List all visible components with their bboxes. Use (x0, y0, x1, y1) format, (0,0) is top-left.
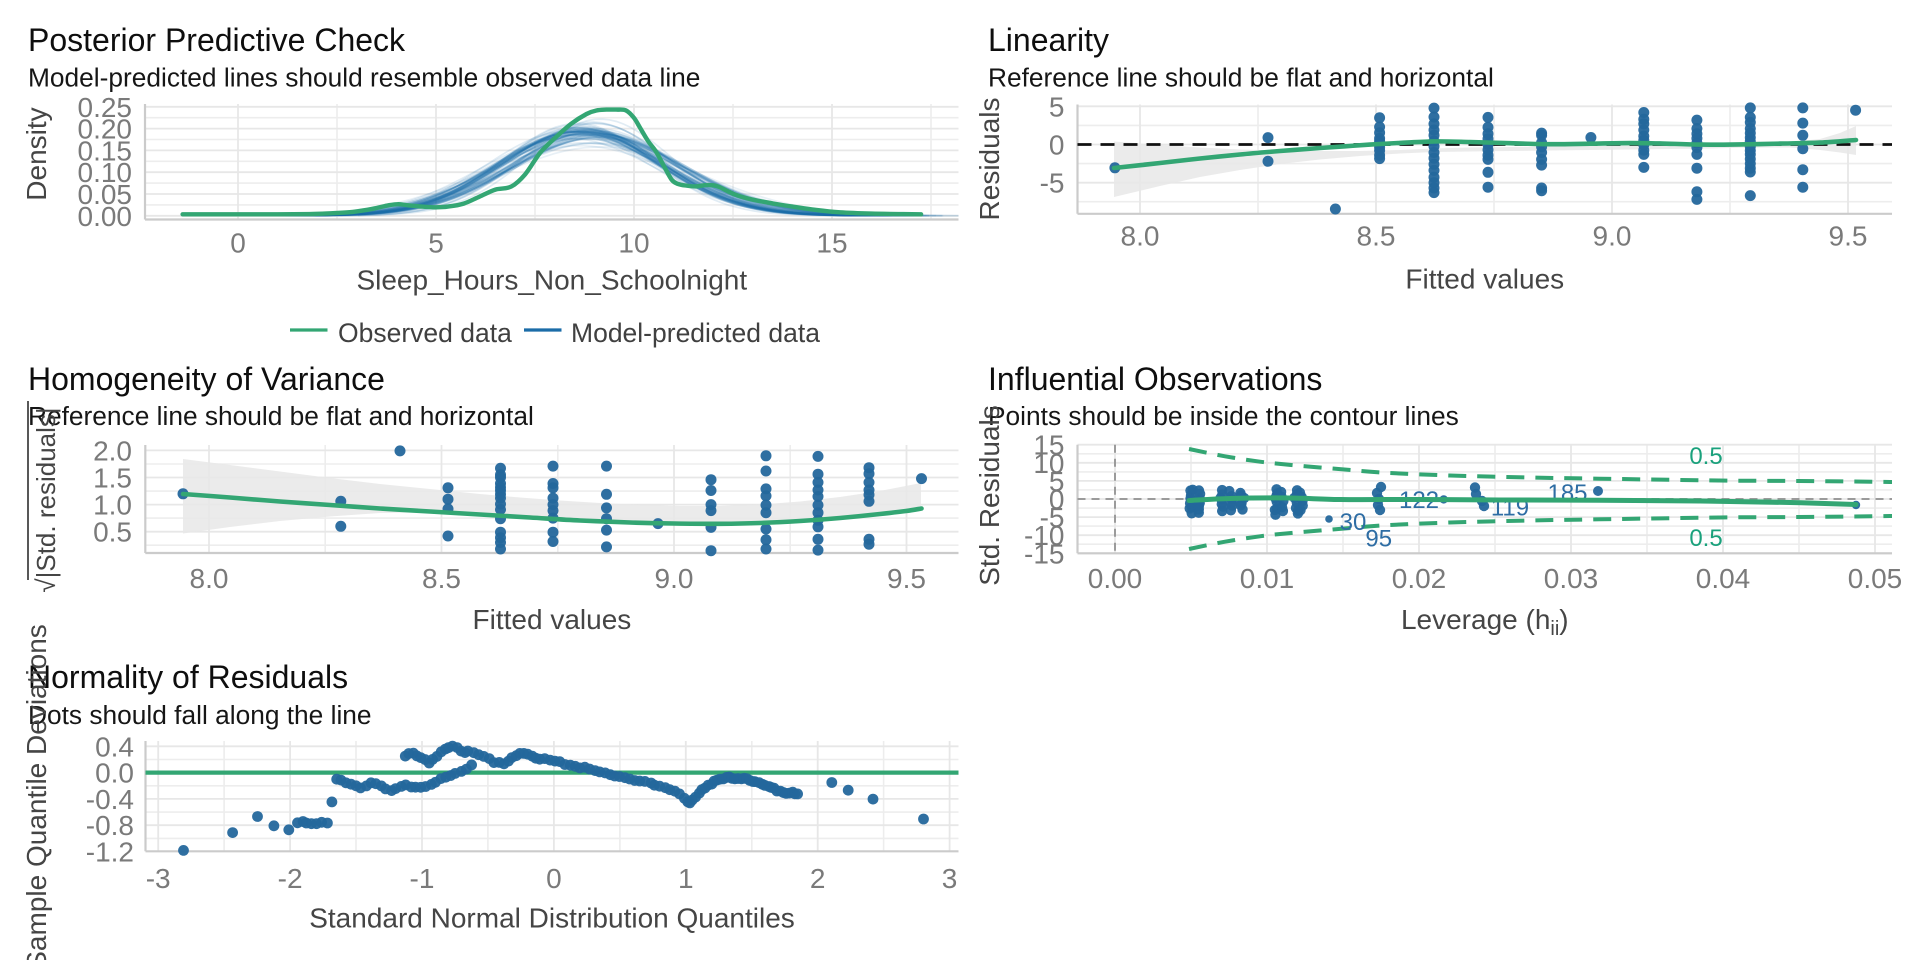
svg-text:Sleep_Hours_Non_Schoolnight: Sleep_Hours_Non_Schoolnight (356, 265, 747, 296)
svg-text:-15: -15 (1024, 538, 1064, 569)
svg-text:0.5: 0.5 (1689, 525, 1722, 552)
svg-text:9.0: 9.0 (655, 563, 694, 594)
svg-text:0: 0 (1049, 130, 1065, 161)
svg-text:10: 10 (618, 228, 649, 259)
svg-text:-3: -3 (146, 863, 171, 894)
svg-text:185: 185 (1547, 480, 1587, 507)
svg-text:0.5: 0.5 (93, 517, 132, 548)
svg-text:0.0: 0.0 (95, 758, 134, 789)
svg-text:30: 30 (1340, 509, 1367, 536)
svg-text:Fitted values: Fitted values (473, 604, 632, 635)
svg-text:-10: -10 (1024, 520, 1064, 551)
svg-text:15: 15 (1033, 430, 1064, 461)
svg-text:Posterior Predictive Check: Posterior Predictive Check (28, 22, 406, 58)
svg-text:-0.8: -0.8 (86, 810, 134, 841)
svg-text:Reference line should be flat: Reference line should be flat and horizo… (988, 63, 1494, 93)
svg-text:0.20: 0.20 (78, 114, 133, 145)
svg-text:15: 15 (816, 228, 847, 259)
svg-text:0: 0 (1049, 484, 1065, 515)
svg-text:2.0: 2.0 (93, 435, 132, 466)
svg-text:3: 3 (942, 863, 958, 894)
svg-text:1: 1 (678, 863, 694, 894)
svg-text:Points should be inside the co: Points should be inside the contour line… (988, 401, 1459, 431)
svg-text:10: 10 (1033, 448, 1064, 479)
svg-text:0.01: 0.01 (1240, 563, 1295, 594)
svg-text:Reference line should be flat: Reference line should be flat and horizo… (28, 401, 534, 431)
svg-text:Observed data: Observed data (338, 318, 512, 348)
svg-text:-5: -5 (1040, 168, 1065, 199)
svg-text:1.0: 1.0 (93, 490, 132, 521)
svg-text:9.5: 9.5 (1829, 221, 1868, 252)
svg-text:Sample Quantile Deviations: Sample Quantile Deviations (21, 624, 52, 960)
svg-text:8.0: 8.0 (190, 563, 229, 594)
svg-text:5: 5 (1049, 91, 1065, 122)
svg-text:Homogeneity of Variance: Homogeneity of Variance (28, 361, 385, 397)
svg-text:Density: Density (21, 107, 52, 200)
svg-text:0.05: 0.05 (78, 179, 133, 210)
svg-text:0.00: 0.00 (78, 201, 133, 232)
svg-text:0.03: 0.03 (1544, 563, 1599, 594)
svg-text:0.10: 0.10 (78, 157, 133, 188)
svg-text:9.0: 9.0 (1593, 221, 1632, 252)
svg-text:-1.2: -1.2 (86, 837, 134, 868)
svg-text:0: 0 (546, 863, 562, 894)
svg-text:0.02: 0.02 (1392, 563, 1447, 594)
svg-text:-5: -5 (1040, 502, 1065, 533)
svg-text:0.5: 0.5 (1689, 443, 1722, 470)
svg-text:0.00: 0.00 (1088, 563, 1143, 594)
svg-text:Dots should fall along the lin: Dots should fall along the line (28, 700, 372, 730)
svg-text:-1: -1 (410, 863, 435, 894)
svg-text:Leverage (hii): Leverage (hii) (1401, 604, 1569, 640)
svg-text:Standard Normal Distribution Q: Standard Normal Distribution Quantiles (309, 903, 795, 934)
svg-text:0.05: 0.05 (1848, 563, 1903, 594)
svg-text:√|Std. residuals|: √|Std. residuals| (31, 407, 61, 592)
svg-text:9.5: 9.5 (887, 563, 926, 594)
svg-text:0.04: 0.04 (1696, 563, 1751, 594)
svg-text:Influential Observations: Influential Observations (988, 361, 1322, 397)
svg-text:95: 95 (1365, 526, 1392, 553)
svg-text:Residuals: Residuals (974, 98, 1005, 221)
svg-text:1.5: 1.5 (93, 463, 132, 494)
svg-text:0: 0 (230, 228, 246, 259)
svg-text:Model-predicted data: Model-predicted data (571, 318, 820, 348)
svg-text:0.4: 0.4 (95, 731, 134, 762)
svg-text:8.5: 8.5 (422, 563, 461, 594)
svg-text:Fitted values: Fitted values (1405, 264, 1564, 295)
svg-text:Model-predicted lines should r: Model-predicted lines should resemble ob… (28, 63, 700, 93)
svg-text:Linearity: Linearity (988, 22, 1109, 58)
svg-text:5: 5 (428, 228, 444, 259)
svg-text:0.25: 0.25 (78, 92, 133, 123)
svg-text:-0.4: -0.4 (86, 784, 134, 815)
svg-text:5: 5 (1049, 466, 1065, 497)
svg-text:0.15: 0.15 (78, 135, 133, 166)
svg-text:8.0: 8.0 (1121, 221, 1160, 252)
svg-text:Std. Residuals: Std. Residuals (974, 405, 1005, 586)
svg-text:8.5: 8.5 (1357, 221, 1396, 252)
svg-text:Normality of Residuals: Normality of Residuals (28, 659, 348, 695)
svg-text:2: 2 (810, 863, 826, 894)
svg-text:-2: -2 (278, 863, 303, 894)
